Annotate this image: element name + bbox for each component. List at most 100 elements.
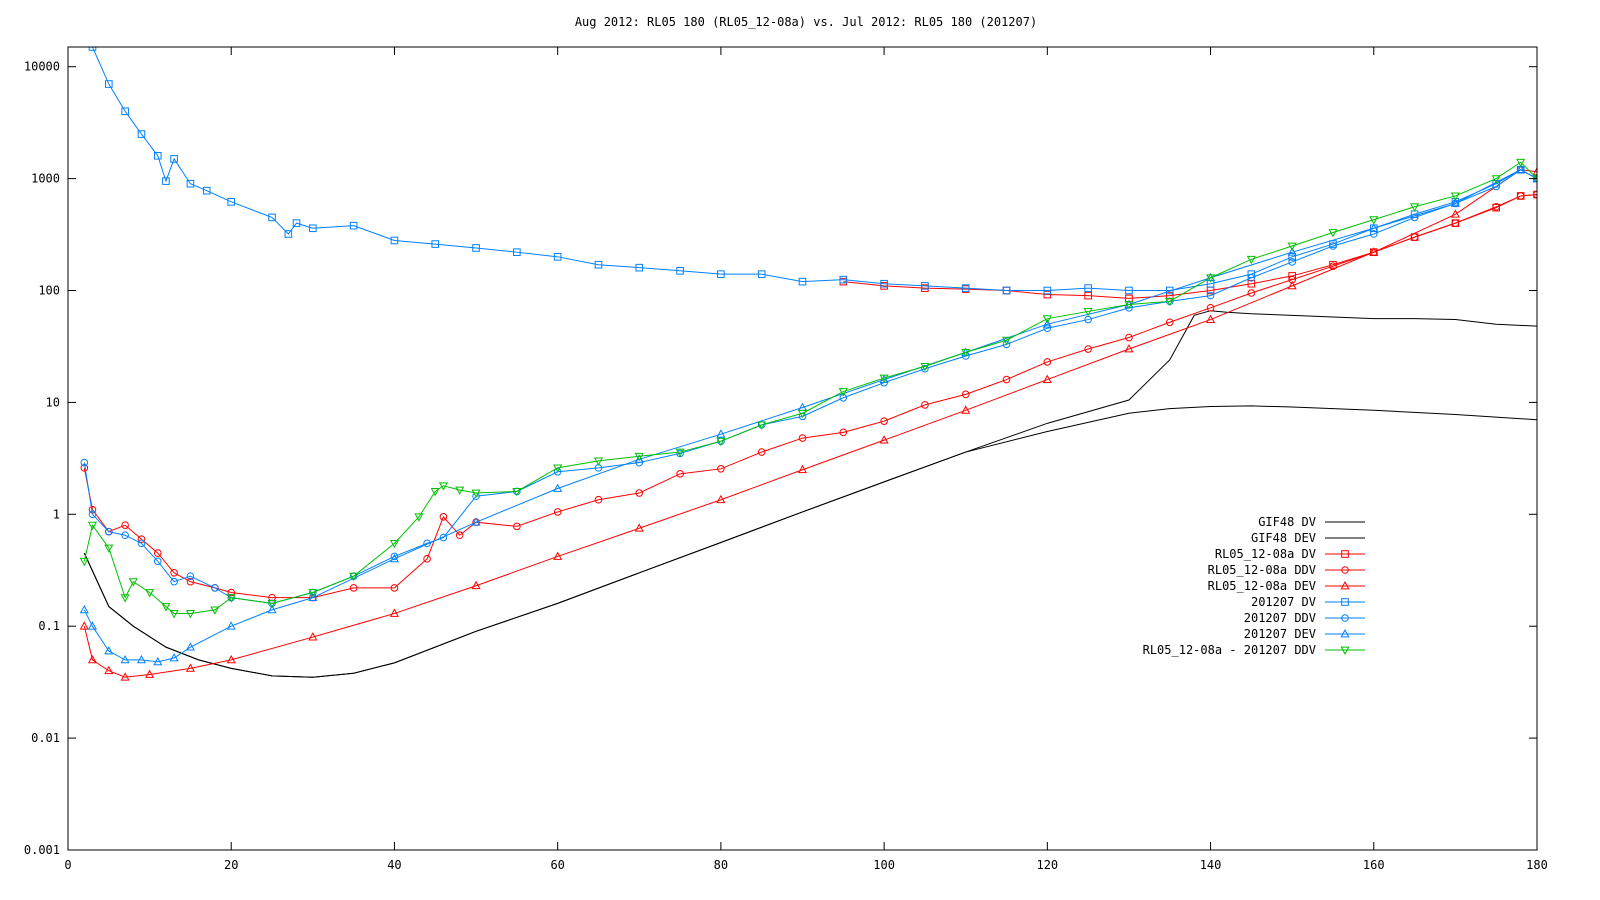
data-point [675, 448, 685, 457]
data-point [553, 467, 562, 476]
data-point [79, 604, 89, 614]
data-point [105, 80, 113, 88]
data-point [1369, 216, 1379, 225]
data-point [308, 632, 318, 641]
data-point [226, 654, 236, 664]
legend-item: GIF48 DEV [1251, 531, 1365, 545]
legend-label: 201207 DV [1251, 595, 1316, 609]
data-point [423, 555, 431, 563]
data-point [471, 517, 481, 526]
data-point [880, 279, 888, 288]
legend-label: RL05_12-08a - 201207 DDV [1143, 643, 1316, 657]
data-point [128, 578, 138, 587]
data-point [594, 260, 603, 269]
axes: 0 20 40 60 80 100 120 140 160 180 0.001 0.01 0.1 1 10 1… [24, 46, 1548, 872]
data-point [1002, 375, 1011, 384]
data-point [1002, 340, 1011, 349]
data-point [879, 374, 889, 384]
data-point [1450, 209, 1460, 218]
data-point [120, 594, 130, 603]
data-point [430, 488, 440, 497]
data-point [390, 552, 399, 561]
data-point [390, 584, 399, 592]
legend-swatch-marker [1340, 581, 1350, 590]
data-point [202, 186, 211, 195]
data-point [1450, 198, 1460, 207]
data-point [226, 594, 236, 603]
data-point [472, 244, 480, 252]
series-line-gif48-dev [83, 405, 1537, 678]
data-point [1043, 290, 1052, 299]
data-point [170, 155, 178, 163]
data-point [1042, 374, 1052, 383]
x-tick-label: 160 [1363, 858, 1385, 872]
data-point [210, 606, 220, 615]
y-tick-label: 0.1 [38, 619, 60, 633]
data-point [227, 588, 236, 597]
data-point [716, 437, 726, 447]
data-point [120, 672, 130, 681]
data-point [717, 270, 725, 278]
data-point [349, 572, 359, 582]
data-point [1206, 274, 1216, 283]
data-point [438, 482, 448, 491]
data-point [1165, 318, 1174, 327]
data-point [1043, 286, 1052, 295]
data-point [1288, 253, 1296, 261]
data-point [1043, 324, 1052, 333]
data-point [121, 531, 129, 540]
data-point [185, 663, 195, 672]
data-point [137, 535, 146, 543]
data-point [1287, 280, 1297, 290]
data-point [553, 551, 563, 560]
data-point [145, 589, 155, 598]
data-point [268, 213, 276, 222]
data-point [1042, 315, 1052, 324]
data-point [1516, 164, 1526, 174]
data-point [471, 489, 481, 498]
data-point [920, 362, 930, 372]
data-point [186, 572, 195, 580]
data-point [169, 653, 179, 662]
data-point [1329, 240, 1337, 248]
data-point [308, 589, 318, 598]
data-point [267, 599, 277, 609]
data-point [757, 421, 767, 430]
series-rl05-12-08a-ddv [80, 190, 1537, 602]
data-point [439, 533, 448, 542]
data-point [80, 458, 89, 467]
data-point [137, 539, 146, 548]
data-point [455, 531, 464, 540]
data-point [104, 665, 114, 675]
data-point [1410, 213, 1419, 222]
legend-label: RL05_12-08a DEV [1208, 579, 1316, 593]
data-point [414, 513, 424, 522]
data-point [757, 270, 766, 278]
data-point [1450, 192, 1460, 201]
data-point [879, 435, 889, 444]
series-line-gif48-dv [83, 310, 1537, 678]
data-point [839, 275, 848, 284]
data-point [186, 577, 195, 586]
legend-swatch-marker [1340, 646, 1350, 655]
data-point [716, 494, 726, 504]
data-point [1328, 229, 1338, 238]
chart-title: Aug 2012: RL05 180 (RL05_12-08a) vs. Jul… [575, 15, 1037, 29]
data-point [153, 557, 162, 566]
data-point [87, 521, 98, 531]
legend-swatch-marker [1341, 598, 1349, 606]
data-point [170, 577, 178, 586]
legend-item: 201207 DV [1251, 595, 1365, 609]
data-point [1369, 223, 1379, 232]
data-point [1042, 319, 1052, 328]
data-point [1084, 284, 1092, 292]
data-point [1125, 286, 1133, 295]
data-point [921, 401, 929, 409]
legend-swatch-marker [1341, 566, 1349, 574]
legend-swatch-marker [1341, 614, 1349, 622]
legend-label: 201207 DDV [1244, 611, 1316, 625]
data-point [717, 465, 725, 473]
series-line-201207-ddv [83, 169, 1537, 604]
data-point [1247, 279, 1256, 288]
legend-swatch-marker [1341, 550, 1349, 558]
